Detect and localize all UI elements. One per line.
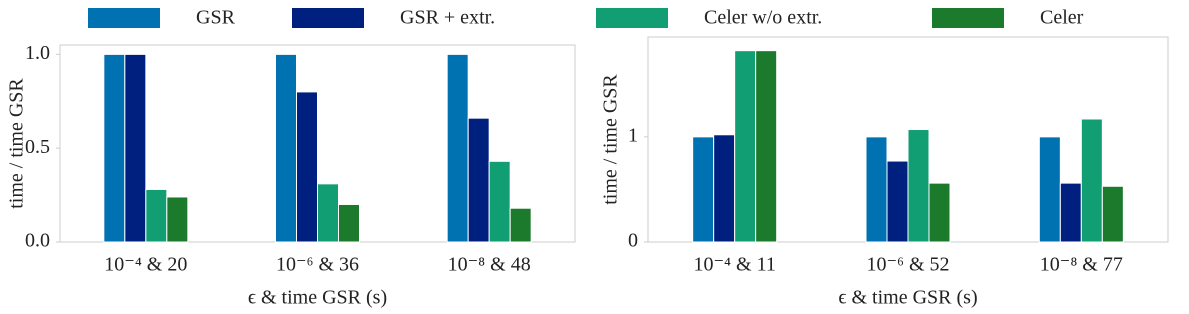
bar	[692, 136, 715, 243]
bar	[713, 134, 736, 243]
legend-label: GSR + extr.	[400, 7, 495, 29]
legend-label: GSR	[196, 7, 236, 29]
bar	[734, 50, 757, 243]
bar	[317, 183, 339, 243]
y-axis-label: time / time GSR	[6, 78, 28, 209]
bar	[1080, 118, 1103, 243]
bar	[145, 188, 168, 243]
legend-swatch	[932, 8, 1004, 28]
x-axis-label: ϵ & time GSR (s)	[248, 287, 387, 309]
bar	[907, 129, 930, 243]
bar	[1038, 136, 1061, 243]
y-tick-label: 1.0	[25, 42, 50, 64]
bar	[755, 50, 778, 243]
y-tick-label: 0.5	[25, 136, 50, 158]
x-tick-label: 10⁻⁶ & 52	[866, 254, 949, 276]
bar	[865, 136, 888, 243]
y-axis-label: time / time GSR	[600, 74, 622, 205]
bar	[467, 117, 490, 243]
legend-swatch	[292, 8, 364, 28]
y-tick-label: 0	[628, 230, 638, 252]
bar	[1059, 182, 1082, 243]
x-tick-label: 10⁻⁸ & 77	[1040, 254, 1123, 276]
bar	[509, 207, 532, 243]
y-tick-label: 1	[628, 124, 638, 146]
bar	[296, 91, 318, 243]
bar	[338, 203, 360, 243]
y-tick-label: 0.0	[25, 230, 50, 252]
bar	[446, 53, 469, 243]
bar	[1101, 185, 1124, 243]
legend-label: Celer	[1040, 7, 1084, 29]
bar	[275, 53, 297, 243]
legend-swatch	[596, 8, 668, 28]
bar	[886, 160, 909, 243]
bar	[166, 196, 189, 243]
bar	[928, 182, 951, 243]
bar	[488, 160, 511, 243]
x-tick-label: 10⁻⁸ & 48	[448, 254, 531, 276]
bar	[124, 53, 147, 243]
x-axis-label: ϵ & time GSR (s)	[838, 287, 977, 309]
x-tick-label: 10⁻⁴ & 20	[104, 254, 187, 276]
bar	[103, 53, 126, 243]
legend-swatch	[88, 8, 160, 28]
x-tick-label: 10⁻⁴ & 11	[693, 254, 775, 276]
x-tick-label: 10⁻⁶ & 36	[276, 254, 359, 276]
legend-label: Celer w/o extr.	[704, 7, 822, 29]
